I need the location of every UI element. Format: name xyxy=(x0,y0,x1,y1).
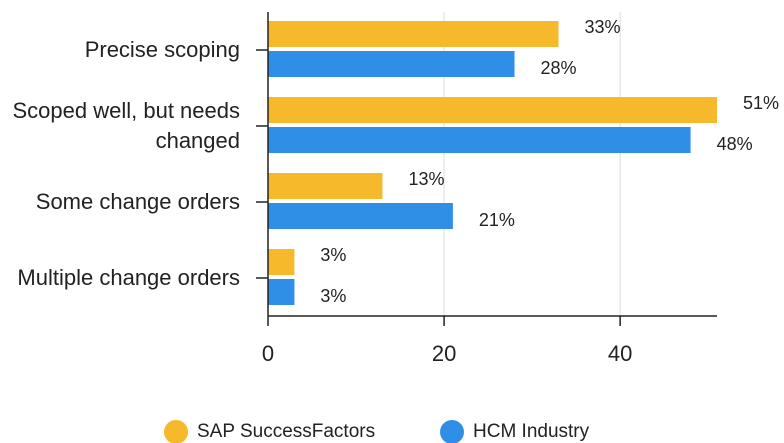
value-label: 21% xyxy=(479,210,515,230)
y-tick-label: Scoped well, but needs changed xyxy=(12,98,241,153)
bar xyxy=(268,97,717,123)
value-label: 3% xyxy=(320,245,346,265)
legend-label: SAP SuccessFactors xyxy=(197,421,375,442)
x-tick-label: 40 xyxy=(608,341,632,366)
bar xyxy=(268,249,295,275)
bar xyxy=(268,173,383,199)
x-tick-label: 20 xyxy=(432,341,456,366)
y-tick-label: Multiple change orders xyxy=(17,265,240,290)
value-label: 13% xyxy=(408,169,444,189)
legend-marker xyxy=(440,420,464,443)
value-label: 28% xyxy=(541,58,577,78)
x-tick-label: 0 xyxy=(262,341,274,366)
y-tick-label: Precise scoping xyxy=(84,37,240,62)
y-tick-label: Some change orders xyxy=(35,189,240,214)
value-label: 48% xyxy=(717,134,753,154)
bar xyxy=(268,127,691,153)
bar xyxy=(268,51,515,77)
legend-marker xyxy=(164,420,188,443)
value-label: 3% xyxy=(320,286,346,306)
bar xyxy=(268,21,559,47)
value-label: 33% xyxy=(585,17,621,37)
bar xyxy=(268,279,295,305)
value-label: 51% xyxy=(743,93,779,113)
bar xyxy=(268,203,453,229)
legend-label: HCM Industry xyxy=(473,421,590,442)
